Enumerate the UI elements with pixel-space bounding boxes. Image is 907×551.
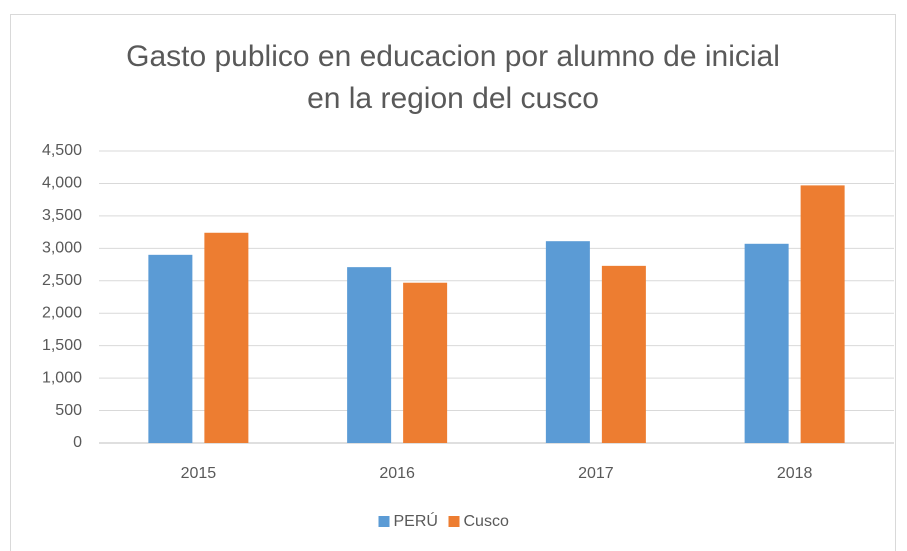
bar bbox=[744, 243, 789, 443]
y-tick-label: 4,500 bbox=[42, 142, 82, 159]
bar bbox=[204, 232, 249, 443]
y-tick-label: 500 bbox=[55, 402, 82, 419]
x-tick-label: 2018 bbox=[777, 465, 813, 482]
bar bbox=[148, 254, 193, 443]
y-tick-label: 0 bbox=[73, 434, 82, 451]
legend-swatch bbox=[378, 516, 390, 527]
legend-swatch bbox=[448, 516, 460, 527]
legend-label: PERÚ bbox=[394, 511, 438, 530]
y-tick-label: 3,000 bbox=[42, 240, 82, 257]
chart-title: en la region del cusco bbox=[307, 82, 599, 115]
bar bbox=[347, 267, 392, 443]
y-tick-label: 3,500 bbox=[42, 207, 82, 224]
y-tick-label: 4,000 bbox=[42, 175, 82, 192]
y-tick-label: 2,500 bbox=[42, 272, 82, 289]
x-tick-label: 2016 bbox=[379, 465, 415, 482]
y-tick-label: 1,500 bbox=[42, 337, 82, 354]
chart-title: Gasto publico en educacion por alumno de… bbox=[126, 40, 780, 73]
bar bbox=[545, 241, 590, 443]
bar bbox=[800, 185, 845, 443]
x-tick-label: 2015 bbox=[181, 465, 217, 482]
bar bbox=[601, 265, 646, 443]
y-tick-label: 2,000 bbox=[42, 304, 82, 321]
bar bbox=[403, 282, 448, 443]
x-tick-label: 2017 bbox=[578, 465, 614, 482]
legend-label: Cusco bbox=[464, 513, 509, 530]
y-tick-label: 1,000 bbox=[42, 369, 82, 386]
